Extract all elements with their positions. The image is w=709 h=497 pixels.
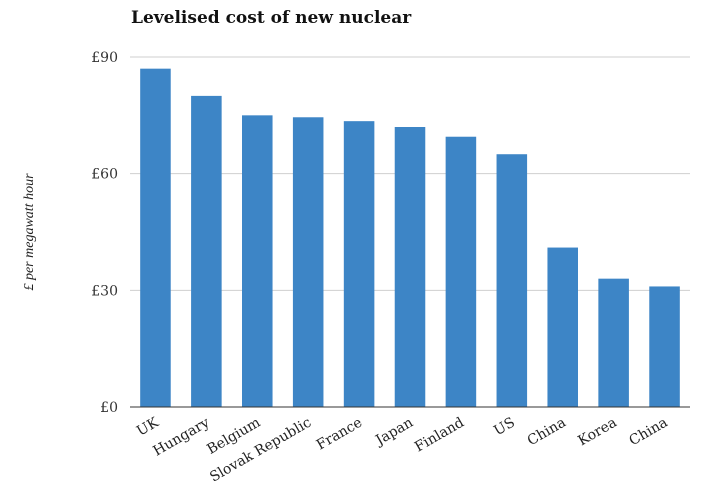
y-tick-label: £30 bbox=[91, 283, 118, 299]
bar bbox=[649, 286, 680, 407]
y-tick-labels: £0 £30 £60 £90 bbox=[91, 50, 118, 416]
x-tick-label: China bbox=[525, 415, 569, 450]
x-tick-label: France bbox=[314, 415, 365, 454]
chart-title: Levelised cost of new nuclear bbox=[131, 8, 412, 28]
x-tick-label: Korea bbox=[575, 415, 619, 450]
bar bbox=[343, 121, 375, 408]
y-tick-label: £0 bbox=[100, 400, 118, 416]
bar bbox=[242, 115, 273, 407]
x-tick-label: Finland bbox=[412, 415, 467, 456]
y-tick-label: £60 bbox=[91, 167, 118, 183]
y-tick-label: £90 bbox=[91, 50, 118, 66]
bars bbox=[140, 68, 680, 408]
x-tick-label: Hungary bbox=[151, 415, 213, 460]
x-tick-label: UK bbox=[134, 414, 162, 439]
bar bbox=[598, 278, 629, 407]
bar bbox=[547, 247, 578, 407]
bar bbox=[140, 68, 171, 408]
bar bbox=[191, 95, 222, 407]
x-tick-label: US bbox=[491, 415, 518, 440]
bar bbox=[394, 127, 426, 407]
bar bbox=[445, 136, 477, 407]
bar bbox=[496, 154, 528, 407]
x-tick-label: Japan bbox=[371, 415, 416, 450]
x-tick-label: China bbox=[627, 415, 671, 450]
bar bbox=[292, 117, 324, 408]
